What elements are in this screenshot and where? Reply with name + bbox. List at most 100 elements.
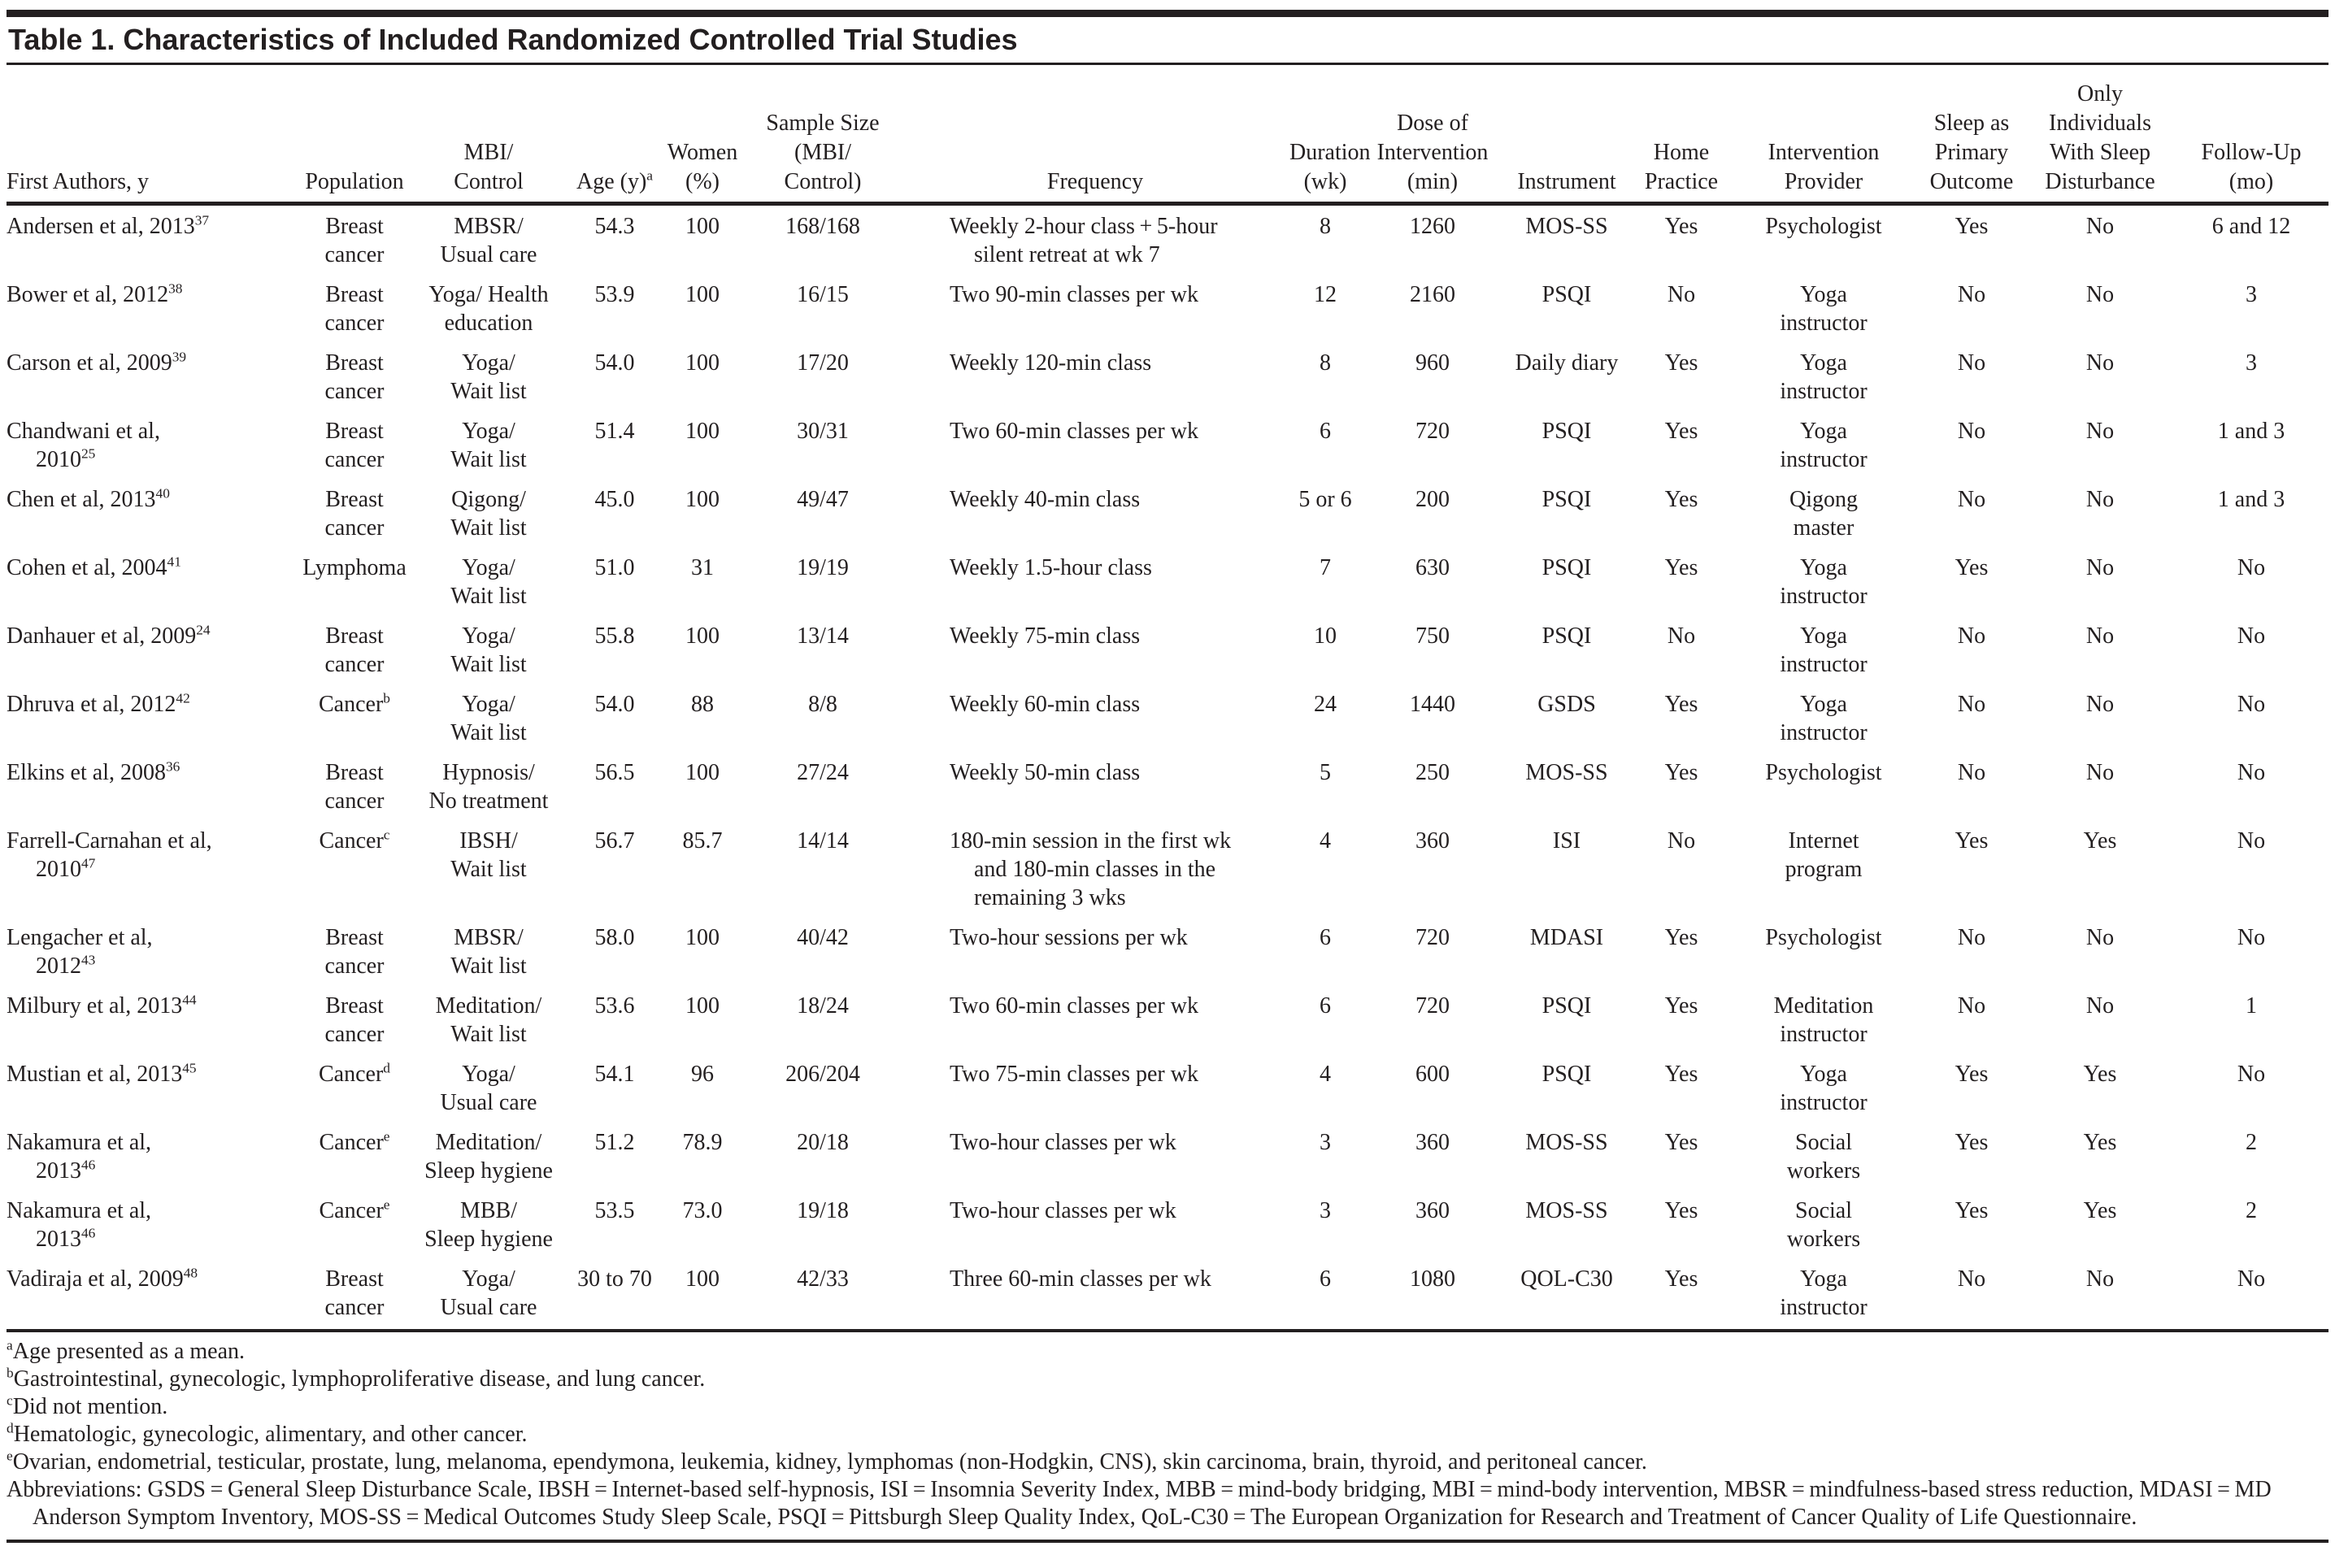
cell-text: 19/19 bbox=[797, 555, 849, 580]
cell-age: 54.1 bbox=[566, 1056, 663, 1124]
cell-text: 360 bbox=[1415, 1198, 1450, 1223]
cell-text: 85.7 bbox=[682, 828, 723, 853]
footnote: dHematologic, gynecologic, alimentary, a… bbox=[7, 1421, 2328, 1449]
cell-women: 100 bbox=[663, 345, 741, 413]
cell-sample_size: 19/19 bbox=[741, 549, 904, 618]
cell-women: 100 bbox=[663, 481, 741, 549]
cell-text: No bbox=[1957, 993, 1986, 1019]
cell-text: First Authors, y bbox=[7, 169, 150, 194]
cell-text: PSQI bbox=[1541, 993, 1592, 1019]
cell-only_sleep_disturbance: Yes bbox=[2026, 1056, 2174, 1124]
cell-text: 6 bbox=[1320, 419, 1331, 444]
footnote: cDid not mention. bbox=[7, 1393, 2328, 1421]
cell-provider: Psychologist bbox=[1730, 204, 1917, 277]
cell-text: 360 bbox=[1415, 1130, 1450, 1155]
cell-women: 78.9 bbox=[663, 1124, 741, 1192]
cell-text: 55.8 bbox=[594, 623, 635, 649]
cell-frequency: Weekly 50-min class bbox=[904, 754, 1286, 823]
cell-text: 2 bbox=[2246, 1198, 2257, 1223]
cell-provider: Yoga instructor bbox=[1730, 686, 1917, 754]
cell-sleep_primary: Yes bbox=[1917, 204, 2026, 277]
cell-text: Yes bbox=[1664, 1266, 1698, 1292]
cell-text: 17/20 bbox=[797, 350, 849, 376]
cell-age: 54.3 bbox=[566, 204, 663, 277]
column-header-duration: Duration (wk) bbox=[1286, 67, 1371, 206]
cell-instrument: GSDS bbox=[1501, 686, 1633, 754]
cell-age: 58.0 bbox=[566, 919, 663, 988]
cell-text: Yes bbox=[2083, 1062, 2117, 1087]
cell-instrument: PSQI bbox=[1501, 988, 1633, 1056]
cell-follow_up: 6 and 12 bbox=[2174, 204, 2328, 277]
cell-text: Social workers bbox=[1786, 1198, 1861, 1252]
cell-duration: 6 bbox=[1286, 1261, 1364, 1329]
cell-text: Yes bbox=[1664, 487, 1698, 512]
cell-instrument: QOL-C30 bbox=[1501, 1261, 1633, 1329]
cell-text: 42/33 bbox=[797, 1266, 849, 1292]
cell-text: MDASI bbox=[1529, 925, 1604, 950]
cell-only_sleep_disturbance: No bbox=[2026, 1261, 2174, 1329]
cell-dose: 960 bbox=[1364, 345, 1501, 413]
cell-dose: 360 bbox=[1364, 823, 1501, 919]
cell-follow_up: No bbox=[2174, 919, 2328, 988]
cell-instrument: ISI bbox=[1501, 823, 1633, 919]
cell-author: Dhruva et al, 201242 bbox=[7, 686, 298, 754]
cell-text: Breast cancer bbox=[324, 487, 385, 541]
cell-sample_size: 206/204 bbox=[741, 1056, 904, 1124]
column-header-instrument: Instrument bbox=[1501, 67, 1633, 206]
cell-age: 55.8 bbox=[566, 618, 663, 686]
cell-text: 3 bbox=[1320, 1130, 1331, 1155]
superscript-reference: 38 bbox=[168, 280, 183, 297]
cell-text: PSQI bbox=[1541, 487, 1592, 512]
cell-text: Frequency bbox=[1046, 169, 1144, 194]
cell-instrument: PSQI bbox=[1501, 549, 1633, 618]
superscript-reference: 47 bbox=[81, 855, 96, 871]
cell-text: No bbox=[2237, 555, 2266, 580]
cell-text: 19/18 bbox=[797, 1198, 849, 1223]
table-row: Nakamura et al, 201346 Cancere MBB/ Sleep … bbox=[7, 1192, 2328, 1261]
cell-duration: 6 bbox=[1286, 413, 1364, 481]
cell-author: Nakamura et al, 201346 bbox=[7, 1192, 298, 1261]
cell-age: 30 to 70 bbox=[566, 1261, 663, 1329]
cell-text: Cancer bbox=[319, 692, 384, 717]
cell-text: Two-hour classes per wk bbox=[950, 1198, 1176, 1223]
cell-dose: 1440 bbox=[1364, 686, 1501, 754]
cell-text: MBSR/ Usual care bbox=[440, 214, 537, 267]
cell-text: 1440 bbox=[1410, 692, 1455, 717]
cell-text: No bbox=[2085, 760, 2115, 785]
cell-text: Cancer bbox=[319, 1130, 384, 1155]
cell-instrument: MOS-SS bbox=[1501, 754, 1633, 823]
cell-text: Meditation/ Wait list bbox=[435, 993, 542, 1047]
superscript-reference: 43 bbox=[81, 952, 96, 968]
cell-sample_size: 20/18 bbox=[741, 1124, 904, 1192]
cell-population: Breast cancer bbox=[298, 481, 411, 549]
cell-provider: Yoga instructor bbox=[1730, 618, 1917, 686]
cell-duration: 4 bbox=[1286, 1056, 1364, 1124]
cell-age: 54.0 bbox=[566, 345, 663, 413]
cell-text: Yoga instructor bbox=[1780, 555, 1868, 609]
cell-text: MOS-SS bbox=[1525, 214, 1608, 239]
cell-frequency: Two 90-min classes per wk bbox=[904, 276, 1286, 345]
cell-text: Yes bbox=[1955, 1130, 1989, 1155]
cell-text: No bbox=[1667, 282, 1696, 307]
cell-text: 5 bbox=[1320, 760, 1331, 785]
superscript-reference: 24 bbox=[196, 622, 211, 638]
cell-text: 180-min session in the first wk and 180-… bbox=[950, 828, 1232, 910]
cell-frequency: Two-hour sessions per wk bbox=[904, 919, 1286, 988]
cell-text: Breast cancer bbox=[324, 1266, 385, 1320]
cell-sample_size: 16/15 bbox=[741, 276, 904, 345]
cell-sleep_primary: No bbox=[1917, 686, 2026, 754]
cell-text: Yes bbox=[1664, 1130, 1698, 1155]
cell-text: Cancer bbox=[319, 1198, 384, 1223]
cell-follow_up: No bbox=[2174, 1056, 2328, 1124]
footnote-text: Gastrointestinal, gynecologic, lymphopro… bbox=[13, 1366, 706, 1392]
cell-text: 51.2 bbox=[594, 1130, 635, 1155]
cell-text: Instrument bbox=[1517, 169, 1616, 194]
cell-text: Social workers bbox=[1786, 1130, 1861, 1184]
cell-provider: Psychologist bbox=[1730, 754, 1917, 823]
cell-follow_up: No bbox=[2174, 754, 2328, 823]
column-header-author: First Authors, y bbox=[7, 67, 298, 206]
cell-provider: Qigong master bbox=[1730, 481, 1917, 549]
cell-text: 49/47 bbox=[797, 487, 849, 512]
table-row: Lengacher et al, 201243 Breast cancer MBSR… bbox=[7, 919, 2328, 988]
cell-home_practice: Yes bbox=[1633, 754, 1730, 823]
